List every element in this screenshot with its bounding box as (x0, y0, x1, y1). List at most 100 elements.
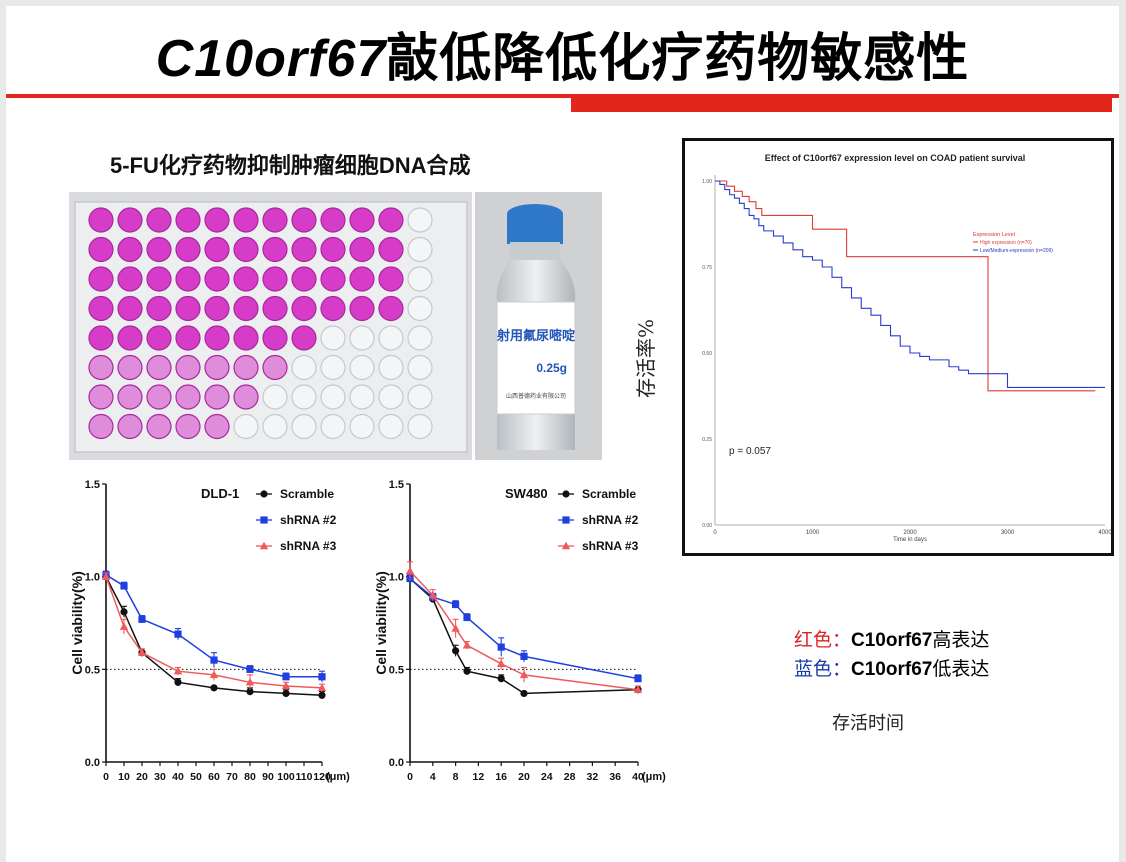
km-plot: Effect of C10orf67 expression level on C… (702, 153, 1112, 543)
data-point (452, 600, 460, 609)
plate-well (117, 325, 143, 351)
plate-well (320, 413, 346, 440)
data-point (282, 689, 290, 698)
plate-well (233, 325, 259, 351)
plate-well (349, 354, 375, 381)
km-x-tick-label: 0 (713, 530, 717, 536)
plate-well (117, 354, 143, 381)
dld1-chart: 0.0 0.5 1.0 1.5 0 10 20 30 40 50 60 70 80 90 100 110 120… (60, 476, 360, 811)
plate-well (320, 325, 346, 351)
x-tick-label: 12 (473, 771, 485, 783)
plate-well (291, 325, 317, 351)
plate-well (233, 354, 259, 381)
km-x-tick-label: 3000 (1001, 530, 1015, 536)
legend-entry: shRNA #3 (582, 539, 639, 553)
plate-well (88, 413, 114, 440)
data-point (260, 490, 268, 498)
x-tick-label: 100 (277, 771, 295, 783)
data-point (246, 687, 254, 696)
plate-well (407, 384, 433, 410)
plate-well (291, 295, 317, 322)
legend-red-gene: C10orf67 (851, 630, 933, 651)
plate-well (146, 413, 172, 440)
x-tick-label: 20 (136, 771, 148, 783)
vial-label-main: 射用氟尿嘧啶 (496, 328, 575, 343)
data-point (497, 675, 505, 683)
plate-well (204, 236, 230, 263)
plate-well (146, 354, 172, 381)
well-plate-drawing (69, 192, 472, 460)
km-y-tick-label: 0.00 (702, 523, 712, 529)
plate-well (378, 354, 404, 381)
plate-well (233, 236, 259, 263)
chart-title: SW480 (505, 486, 548, 501)
x-tick-label: 120 (313, 771, 331, 783)
title-underline-thick (571, 94, 1112, 112)
plate-well (146, 207, 172, 233)
data-point (633, 685, 643, 693)
plate-well (407, 236, 433, 263)
plate-well (262, 384, 288, 410)
data-point (428, 590, 437, 599)
legend-red-prefix: 红色： (794, 629, 852, 651)
data-point (463, 613, 471, 622)
data-point (520, 689, 528, 698)
km-title: Effect of C10orf67 expression level on C… (765, 153, 1026, 163)
km-y-tick-label: 0.25 (702, 437, 712, 443)
plate-well (349, 236, 375, 263)
plate-well (175, 266, 201, 292)
plate-well (320, 295, 346, 322)
legend-entry: shRNA #2 (280, 513, 337, 527)
plate-well (175, 354, 201, 381)
km-legend-title: Expression Level (973, 232, 1015, 238)
plate-well (117, 266, 143, 292)
data-point (519, 670, 529, 679)
data-point (210, 684, 218, 692)
data-point (497, 659, 506, 667)
plate-well (262, 236, 288, 263)
plate-well (262, 295, 288, 322)
x-tick-label: 60 (208, 771, 220, 783)
plate-well (146, 236, 172, 263)
x-tick-label: 20 (518, 771, 530, 783)
plate-well (378, 236, 404, 263)
plate-well (320, 236, 346, 263)
plate-well (349, 413, 375, 440)
plate-well (88, 384, 114, 410)
plate-well (204, 354, 230, 381)
plate-well (291, 207, 317, 233)
series-line (105, 574, 322, 678)
km-y-tick-label: 0.75 (702, 265, 712, 271)
data-point (405, 566, 415, 575)
y-axis-label: Cell viability(%) (373, 571, 389, 674)
km-plot-frame: Effect of C10orf67 expression level on C… (682, 138, 1114, 556)
plate-well (262, 325, 288, 351)
legend-blue-prefix: 蓝色： (794, 658, 852, 680)
plate-well (378, 413, 404, 440)
plate-well (291, 266, 317, 292)
x-tick-label: 10 (118, 771, 130, 783)
legend-blue-suffix: 低表达 (932, 659, 990, 680)
x-axis-unit: (μm) (642, 771, 666, 783)
plate-well (117, 413, 143, 440)
x-tick-label: 90 (262, 771, 274, 783)
plate-well (204, 207, 230, 233)
plate-well (175, 413, 201, 440)
plate-well (407, 354, 433, 381)
series-line (409, 577, 639, 680)
data-point (317, 683, 327, 692)
plate-well (262, 354, 288, 381)
x-tick-label: 4 (430, 771, 436, 783)
title-underline-thin (6, 94, 1119, 98)
plate-well (233, 295, 259, 322)
y-tick-label: 0.5 (85, 664, 100, 676)
data-point (463, 667, 471, 675)
plate-well (233, 413, 259, 440)
x-tick-label: 110 (296, 771, 313, 783)
plate-well (262, 266, 288, 292)
plate-well (262, 207, 288, 233)
plate-well (349, 207, 375, 233)
plate-well (378, 295, 404, 322)
data-point (259, 541, 269, 550)
km-x-tick-label: 1000 (806, 530, 820, 536)
